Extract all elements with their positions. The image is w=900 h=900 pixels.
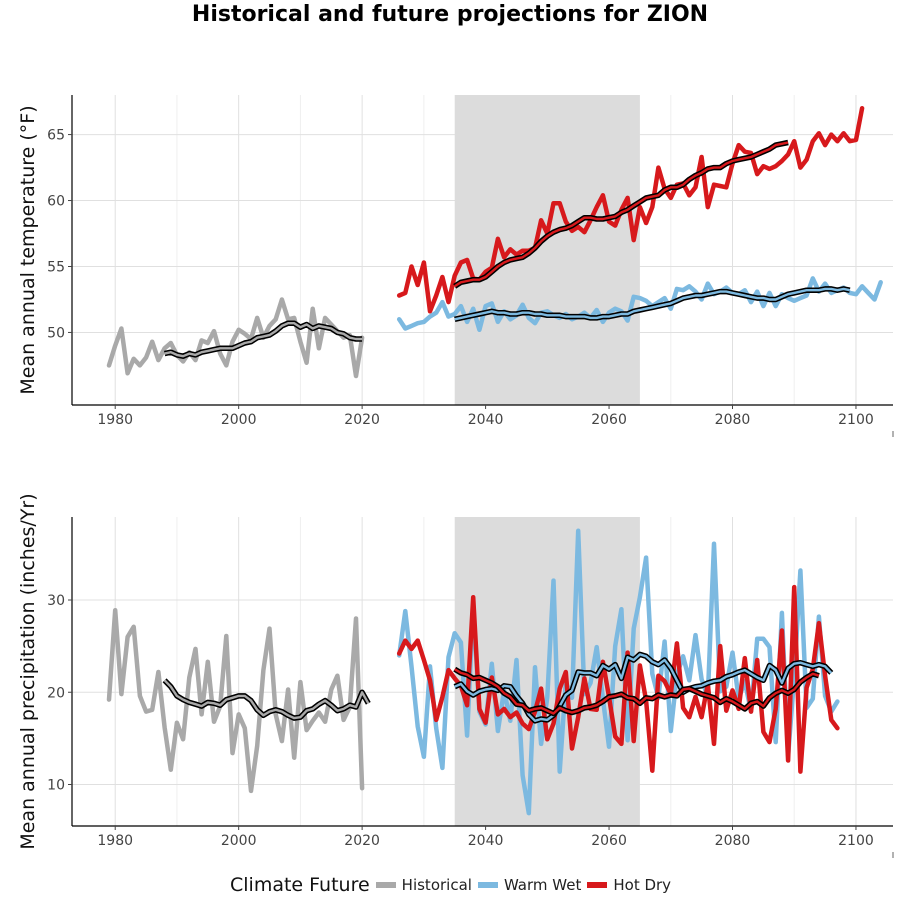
panel-precipitation: 1980 2000 2020 2040 2060 2080 2100 10 20 30 Mean a…	[17, 493, 894, 858]
smooth-line-historical-precipitation	[163, 679, 370, 720]
legend-item-hot-dry: Hot Dry	[587, 876, 671, 894]
x-tick-label-2040: 2040	[468, 412, 504, 428]
smooth-line-warm-wet-temperature	[454, 287, 851, 321]
x-tick-label-2100: 2100	[838, 412, 874, 428]
x-tick-label-1980: 1980	[97, 412, 133, 428]
legend-swatch-warm-wet	[477, 882, 498, 888]
x-tick-label-2080: 2080	[715, 412, 751, 428]
series-line-historical-temperature	[106, 297, 365, 379]
legend-swatch-hot-dry	[587, 882, 608, 888]
y-tick-label-50: 50	[47, 325, 65, 341]
x-tick-label-2100: 2100	[838, 833, 874, 849]
y-axis-label-precipitation: Mean annual precipitation (inches/Yr)	[17, 493, 39, 849]
series-line-hot-dry-precipitation	[396, 584, 840, 774]
x-tick-label-2080: 2080	[715, 833, 751, 849]
x-tick-label-2060: 2060	[591, 412, 627, 428]
y-axis-label-temperature: Mean annual temperature (°F)	[17, 105, 39, 394]
panel-temperature: 1980 2000 2020 2040 2060 2080 2100 50 55 60 65 Mean…	[17, 95, 894, 437]
smooth-line-hot-dry-precipitation	[454, 668, 820, 715]
x-tick-label-2000: 2000	[221, 833, 257, 849]
legend-title: Climate Future	[230, 874, 370, 896]
x-tick-label-2060: 2060	[591, 833, 627, 849]
legend-label-warm-wet: Warm Wet	[503, 876, 582, 894]
x-tick-label-1980: 1980	[97, 833, 133, 849]
legend-swatch-historical	[375, 882, 396, 888]
smooth-line-hot-dry-temperature	[454, 141, 789, 288]
legend-item-warm-wet: Warm Wet	[477, 876, 582, 894]
series-line-warm-wet-temperature	[396, 276, 883, 333]
shaded-period-temperature	[454, 95, 640, 405]
y-tick-label-20: 20	[47, 685, 65, 701]
x-tick-label-2040: 2040	[468, 833, 504, 849]
x-tick-label-2020: 2020	[344, 412, 380, 428]
smooth-line-historical-temperature	[164, 322, 363, 358]
y-tick-label-55: 55	[47, 259, 65, 275]
legend-label-historical: Historical	[401, 876, 472, 894]
legend: Climate Future Historical Warm Wet Hot D…	[230, 872, 677, 898]
y-tick-label-10: 10	[47, 777, 65, 793]
chart-title: Historical and future projections for ZI…	[191, 2, 709, 27]
x-tick-label-2000: 2000	[221, 412, 257, 428]
y-tick-label-65: 65	[47, 128, 65, 144]
x-tick-label-2020: 2020	[344, 833, 380, 849]
smooth-line-warm-wet-precipitation	[454, 653, 833, 722]
series-line-historical-precipitation	[106, 607, 365, 794]
y-tick-label-30: 30	[47, 593, 65, 609]
legend-item-historical: Historical	[375, 876, 472, 894]
y-tick-label-60: 60	[47, 194, 65, 210]
legend-label-hot-dry: Hot Dry	[613, 876, 672, 894]
